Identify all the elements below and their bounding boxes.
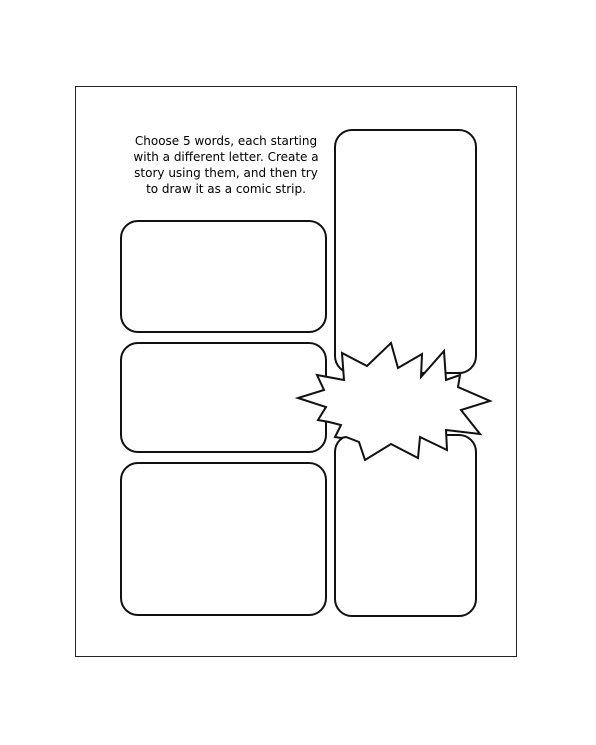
instructions-line-2: with a different letter. Create a	[133, 150, 319, 164]
comic-panel-left-middle	[120, 342, 327, 453]
comic-panel-right-top	[334, 129, 477, 374]
comic-panel-right-bottom	[334, 434, 477, 617]
instructions-text: Choose 5 words, each starting with a dif…	[112, 133, 340, 197]
instructions-line-1: Choose 5 words, each starting	[134, 134, 318, 148]
instructions-line-3: story using them, and then try	[134, 166, 318, 180]
comic-panel-left-bottom	[120, 462, 327, 616]
comic-panel-left-top	[120, 220, 327, 333]
instructions-line-4: to draw it as a comic strip.	[146, 182, 306, 196]
page-frame	[75, 86, 517, 657]
